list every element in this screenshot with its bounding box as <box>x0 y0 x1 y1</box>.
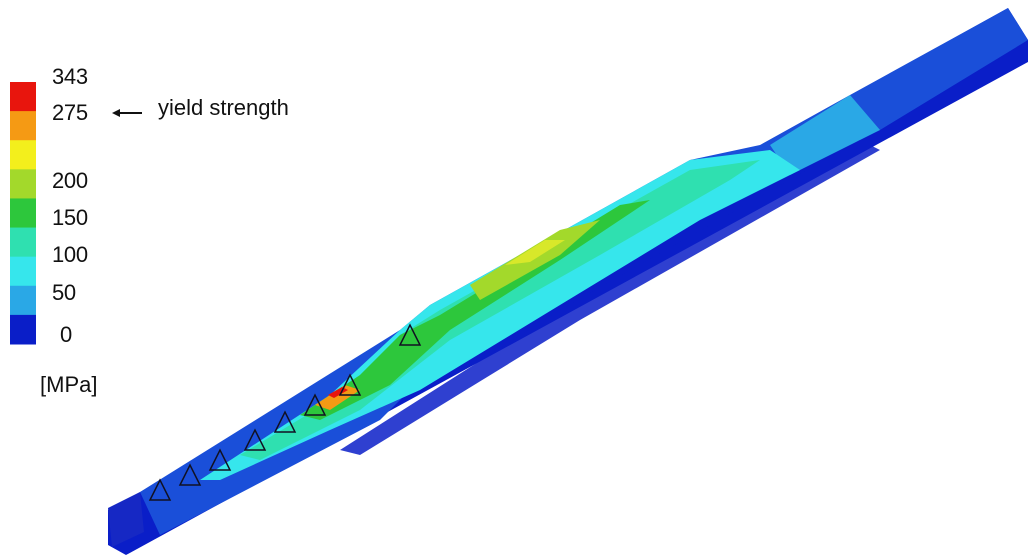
contour-zone-dark-streak <box>340 140 880 455</box>
yield-strength-annotation: yield strength <box>158 95 289 120</box>
contour-zone-orange <box>315 385 360 410</box>
legend-tick-label: 275 <box>52 100 88 125</box>
beam-model <box>108 8 1028 555</box>
legend-color-band <box>10 314 36 345</box>
legend-tick-label: 50 <box>52 280 76 305</box>
contour-zone-green <box>300 200 650 420</box>
legend-unit-label: [MPa] <box>40 372 98 397</box>
contour-zone-yellow-green <box>470 220 600 300</box>
legend-color-band <box>10 198 36 229</box>
legend-tick-label: 100 <box>52 242 88 267</box>
beam-end-cap-left <box>108 492 144 547</box>
legend-tick-label: 200 <box>52 168 88 193</box>
left-arrow-icon <box>112 109 142 117</box>
legend-color-band <box>10 227 36 258</box>
legend-color-band <box>10 169 36 199</box>
legend-tick-label: 150 <box>52 205 88 230</box>
contour-zone-blue-right <box>770 95 880 175</box>
legend-color-band <box>10 140 36 170</box>
legend-tick-label: 0 <box>60 322 72 347</box>
contour-zone-yellow <box>505 240 565 265</box>
legend-color-band <box>10 285 36 316</box>
legend-color-band <box>10 256 36 287</box>
legend-color-bar <box>10 82 36 345</box>
legend-tick-label: 343 <box>52 64 88 89</box>
legend-color-band <box>10 82 36 112</box>
support-symbols <box>148 323 422 501</box>
legend-color-band <box>10 111 36 141</box>
